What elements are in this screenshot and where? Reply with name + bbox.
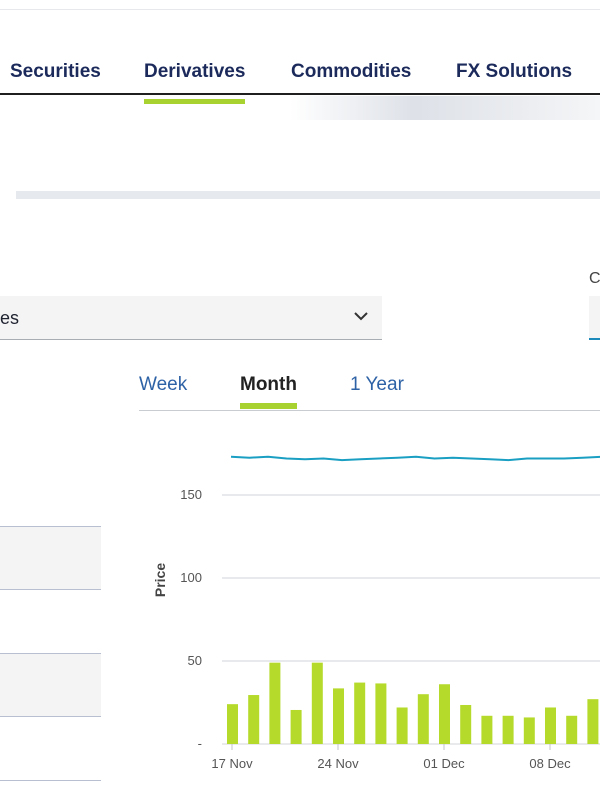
instrument-select[interactable]: es (0, 296, 382, 340)
x-tick-label: 17 Nov (211, 756, 253, 771)
volume-bar (290, 709, 302, 744)
y-tick-label: - (198, 736, 202, 751)
volume-bar (460, 704, 472, 744)
volume-bar (227, 704, 238, 744)
nav-tab-securities[interactable]: Securities (10, 61, 101, 82)
chevron-down-icon (354, 312, 368, 321)
nav-tab-commodities[interactable]: Commodities (291, 61, 412, 82)
volume-bar (523, 717, 535, 744)
range-tabs: Week Month 1 Year (139, 366, 600, 411)
tab-week[interactable]: Week (139, 374, 188, 395)
volume-bar (333, 688, 344, 744)
price-line (230, 455, 600, 462)
right-field-label: C (589, 270, 600, 287)
y-axis-label: Price (152, 563, 168, 597)
right-field-input[interactable] (589, 296, 600, 340)
price-volume-chart: - 50 100 150 Price 17 Nov 24 Nov 01 Dec 08 Dec (152, 455, 600, 771)
y-tick-label: 50 (188, 653, 202, 668)
volume-bar (566, 715, 578, 744)
x-tick-label: 08 Dec (529, 756, 571, 771)
main-nav: Securities Derivatives Commodities FX So… (0, 48, 600, 104)
volume-bar (354, 682, 366, 744)
volume-bar (311, 662, 323, 744)
instrument-select-value: es (0, 308, 20, 328)
side-list-item[interactable] (0, 653, 101, 716)
nav-tab-fx-solutions[interactable]: FX Solutions (456, 61, 573, 82)
volume-bar (269, 662, 281, 744)
volume-bar (502, 715, 514, 744)
x-tick-label: 24 Nov (317, 756, 359, 771)
x-tick-label: 01 Dec (423, 756, 465, 771)
volume-bar (587, 699, 599, 744)
side-list-divider (0, 589, 101, 590)
volume-bar (375, 683, 387, 744)
faded-banner-strip (290, 96, 600, 120)
top-divider (0, 9, 600, 10)
side-list-divider (0, 716, 101, 717)
y-tick-label: 100 (180, 570, 202, 585)
side-list-item[interactable] (0, 526, 101, 589)
volume-bar (481, 715, 493, 744)
volume-bar (396, 707, 408, 744)
volume-bar (545, 707, 556, 744)
y-tick-label: 150 (180, 487, 202, 502)
volume-bar (439, 684, 450, 744)
tab-month[interactable]: Month (240, 374, 297, 409)
volume-bar (417, 694, 429, 744)
nav-underline (0, 93, 600, 95)
side-list-divider (0, 780, 101, 781)
nav-tab-derivatives[interactable]: Derivatives (144, 61, 246, 104)
tab-1-year[interactable]: 1 Year (350, 374, 404, 395)
content-divider-bar (16, 191, 600, 199)
volume-bar (248, 695, 260, 744)
